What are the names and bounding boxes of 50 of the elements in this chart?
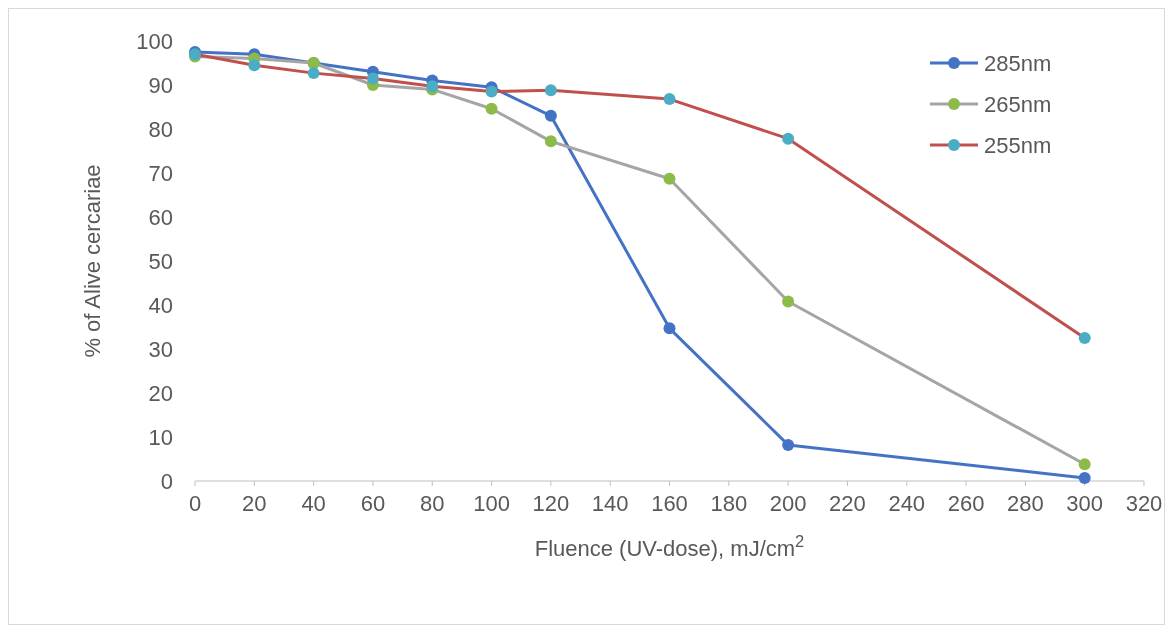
x-tick-label: 240 (888, 491, 926, 516)
x-tick-label: 200 (769, 491, 807, 516)
x-tick-label: 40 (301, 491, 326, 516)
x-tick-label: 100 (473, 491, 510, 516)
x-tick-label: 280 (1007, 491, 1044, 516)
point (485, 85, 498, 98)
x-tick-label: 300 (1066, 491, 1104, 516)
x-tick-label: 320 (1125, 491, 1163, 516)
y-tick-label: 100 (136, 29, 173, 54)
x-tick-label: 220 (829, 491, 866, 516)
point (782, 438, 795, 451)
y-tick-label: 10 (148, 425, 173, 450)
point (782, 132, 795, 145)
x-tick-label: 160 (651, 491, 688, 516)
point (1078, 458, 1091, 471)
y-tick-label: 20 (148, 381, 173, 406)
point (485, 102, 498, 115)
y-tick-label: 70 (148, 161, 173, 186)
x-tick-label: 60 (360, 491, 386, 516)
point (782, 295, 795, 308)
y-tick-label: 80 (148, 117, 173, 142)
point (544, 135, 557, 148)
y-tick-label: 0 (160, 469, 173, 494)
y-tick-label: 60 (148, 205, 173, 230)
x-tick-label: 260 (947, 491, 985, 516)
point (544, 109, 557, 122)
y-tick-label: 90 (148, 73, 173, 98)
point (366, 72, 379, 85)
point (1078, 471, 1091, 484)
point (544, 84, 557, 97)
point (1078, 332, 1091, 344)
legend-label: 265nm (984, 92, 1052, 117)
point (307, 67, 320, 80)
legend-label: 285nm (984, 51, 1052, 76)
y-tick-label: 30 (148, 337, 173, 362)
x-tick-label: 0 (188, 491, 202, 516)
point (663, 172, 676, 185)
point (663, 322, 676, 335)
x-axis-title: Fluence (UV-dose), mJ/cm$^{2}$ (534, 532, 805, 561)
x-tick-label: 140 (591, 491, 629, 516)
y-tick-label: 40 (148, 293, 173, 318)
x-tick-label: 80 (420, 491, 445, 516)
legend-label: 255nm (984, 133, 1052, 158)
y-tick-label: 50 (148, 249, 173, 274)
point (248, 59, 261, 72)
x-tick-label: 20 (242, 491, 267, 516)
x-tick-label: 120 (532, 491, 570, 516)
y-axis-title: % of Alive cercariae (80, 164, 105, 358)
x-tick-label: 180 (710, 491, 748, 516)
point (663, 93, 676, 106)
